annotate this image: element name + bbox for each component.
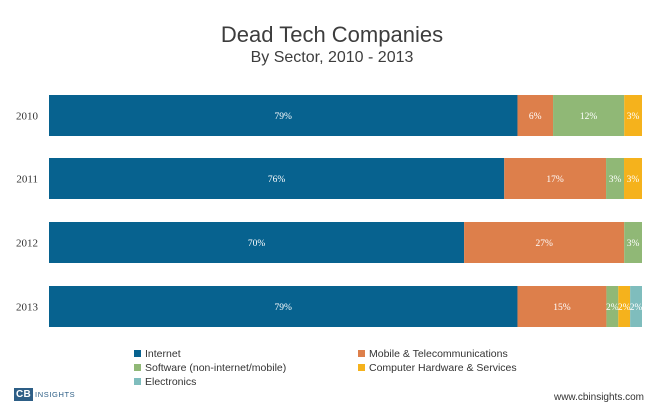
legend-swatch <box>134 364 141 371</box>
bar-segment-2012-internet <box>49 222 465 263</box>
category-label-2012: 2012 <box>16 238 38 250</box>
insights-wordmark: INSIGHTS <box>35 390 76 399</box>
data-label-2013-computer-hardware-services: 2% <box>618 303 631 313</box>
legend-label: Software (non-internet/mobile) <box>145 362 287 374</box>
bar-segment-2010-software-non-internet-mobile <box>553 95 625 136</box>
chart-subtitle: By Sector, 2010 - 2013 <box>250 49 414 66</box>
bar-segment-2010-internet <box>49 95 518 136</box>
data-label-2011-mobile-telecommunications: 17% <box>546 175 564 185</box>
legend-label: Electronics <box>145 376 197 388</box>
legend-swatch <box>358 350 365 357</box>
legend-item-mobile-telecommunications: Mobile & Telecommunications <box>358 348 508 360</box>
data-label-2011-internet: 76% <box>268 175 286 185</box>
legend-label: Internet <box>145 348 181 360</box>
legend-item-computer-hardware-services: Computer Hardware & Services <box>358 362 517 374</box>
bar-segment-2010-mobile-telecommunications <box>517 95 554 136</box>
legend-swatch <box>134 350 141 357</box>
cb-mark: CB <box>14 388 34 401</box>
data-label-2013-mobile-telecommunications: 15% <box>553 303 571 313</box>
legend-label: Mobile & Telecommunications <box>369 348 508 360</box>
category-label-2010: 2010 <box>16 111 39 123</box>
data-label-2010-software-non-internet-mobile: 12% <box>580 112 598 122</box>
data-label-2012-mobile-telecommunications: 27% <box>535 239 553 249</box>
legend-item-electronics: Electronics <box>134 376 196 388</box>
chart-title: Dead Tech Companies <box>220 22 444 47</box>
cb-insights-logo: CB INSIGHTS <box>14 388 75 401</box>
data-label-2012-software-non-internet-mobile: 3% <box>627 239 640 249</box>
bar-segment-2011-software-non-internet-mobile <box>606 158 625 199</box>
bar-segment-2013-internet <box>49 286 518 327</box>
stacked-bar-chart: 2010 79% 6% 12% 3% 2011 76% 17% 3% 3% 2012 70% 27% 3%… <box>16 95 643 327</box>
legend-swatch <box>134 378 141 385</box>
legend-swatch <box>358 364 365 371</box>
legend-item-software-non-internet-mobile: Software (non-internet/mobile) <box>134 362 286 374</box>
data-label-2011-software-non-internet-mobile: 3% <box>609 175 622 185</box>
bar-segment-2013-software-non-internet-mobile <box>606 286 619 327</box>
data-label-2013-electronics: 2% <box>630 303 643 313</box>
bar-segment-2010-computer-hardware-services <box>624 95 642 136</box>
bar-segment-2011-internet <box>49 158 505 199</box>
data-label-2013-software-non-internet-mobile: 2% <box>606 303 619 313</box>
bar-segment-2011-computer-hardware-services <box>624 158 642 199</box>
data-label-2010-computer-hardware-services: 3% <box>627 112 640 122</box>
bar-segment-2013-computer-hardware-services <box>618 286 631 327</box>
data-label-2011-computer-hardware-services: 3% <box>627 175 640 185</box>
bar-segment-2011-mobile-telecommunications <box>504 158 607 199</box>
bar-segment-2012-software-non-internet-mobile <box>624 222 642 263</box>
bar-segment-2013-electronics <box>630 286 642 327</box>
legend-item-internet: Internet <box>134 348 181 360</box>
data-label-2013-internet: 79% <box>275 303 293 313</box>
legend-label: Computer Hardware & Services <box>369 362 517 374</box>
site-url: www.cbinsights.com <box>553 392 644 403</box>
category-label-2011: 2011 <box>16 174 38 186</box>
bar-segment-2012-mobile-telecommunications <box>464 222 625 263</box>
data-label-2010-internet: 79% <box>275 112 293 122</box>
data-label-2010-mobile-telecommunications: 6% <box>529 112 542 122</box>
category-label-2013: 2013 <box>16 302 39 314</box>
bar-segment-2013-mobile-telecommunications <box>517 286 607 327</box>
data-label-2012-internet: 70% <box>248 239 266 249</box>
